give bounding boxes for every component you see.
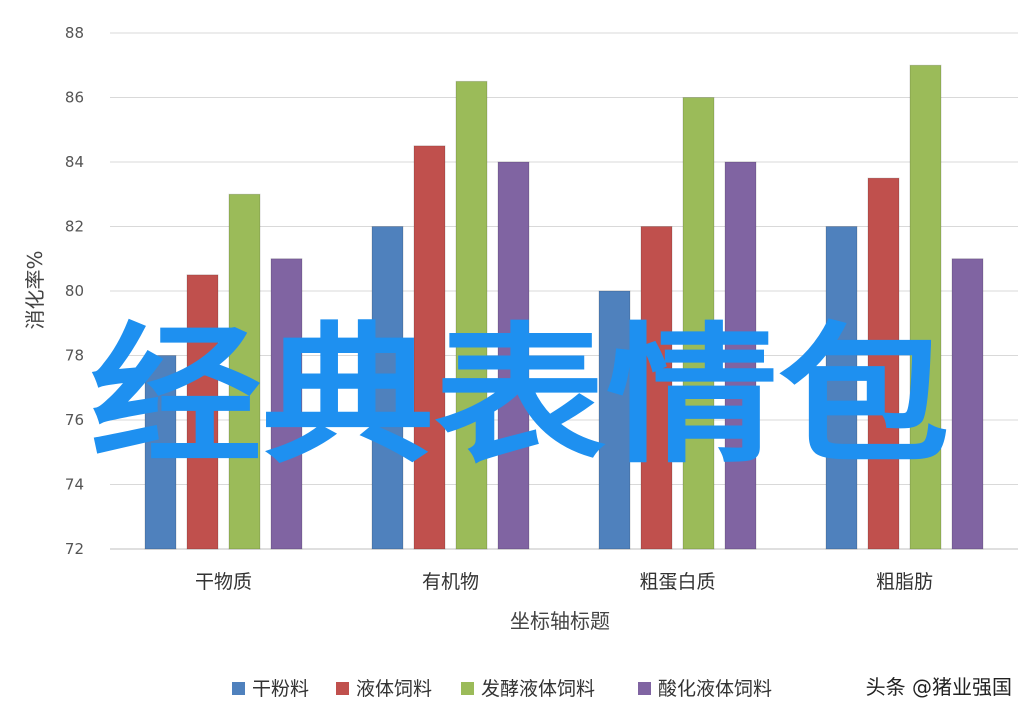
- bar: [598, 290, 631, 550]
- y-tick-label: 80: [65, 282, 84, 300]
- overlay-caption: 经典表情包: [90, 310, 950, 484]
- legend-label: 酸化液体饲料: [658, 678, 772, 700]
- bar: [825, 226, 858, 550]
- bar: [724, 161, 757, 550]
- y-tick-label: 82: [65, 218, 84, 236]
- x-axis-title: 坐标轴标题: [510, 609, 610, 633]
- bar: [867, 177, 900, 550]
- y-tick-label: 74: [65, 476, 84, 494]
- legend: 干粉料 液体饲料 发酵液体饲料 酸化液体饲料: [232, 678, 772, 700]
- y-tick-label: 86: [65, 89, 84, 107]
- y-tick-label: 72: [65, 540, 84, 558]
- y-tick-label: 88: [65, 24, 84, 42]
- y-axis-ticks: 72 74 76 78 80 82 84 86 88: [65, 24, 84, 558]
- bar: [951, 258, 984, 550]
- legend-label: 干粉料: [252, 678, 309, 700]
- gridlines: [110, 32, 1018, 550]
- x-axis-categories: 干物质 有机物 粗蛋白质 粗脂肪: [195, 571, 933, 593]
- bar: [270, 258, 303, 550]
- legend-swatch: [461, 682, 474, 695]
- bar: [682, 97, 715, 550]
- y-tick-label: 76: [65, 411, 84, 429]
- bar: [228, 193, 261, 550]
- x-category-label: 粗蛋白质: [639, 571, 715, 593]
- legend-swatch: [336, 682, 349, 695]
- legend-swatch: [638, 682, 651, 695]
- bar: [455, 80, 488, 550]
- watermark: 头条 @猪业强国: [866, 675, 1012, 699]
- bar: [186, 274, 219, 550]
- legend-label: 液体饲料: [356, 678, 432, 700]
- y-axis-title: 消化率%: [23, 250, 47, 329]
- legend-label: 发酵液体饲料: [481, 678, 595, 700]
- x-category-label: 有机物: [422, 571, 479, 593]
- bar: [497, 161, 530, 550]
- bar: [371, 226, 404, 550]
- x-category-label: 粗脂肪: [876, 571, 933, 593]
- bar: [413, 145, 446, 550]
- bar: [909, 64, 942, 550]
- x-category-label: 干物质: [195, 571, 252, 593]
- bars: [144, 64, 984, 550]
- legend-swatch: [232, 682, 245, 695]
- y-tick-label: 78: [65, 347, 84, 365]
- y-tick-label: 84: [65, 153, 84, 171]
- bar: [640, 226, 673, 550]
- bar: [144, 355, 177, 550]
